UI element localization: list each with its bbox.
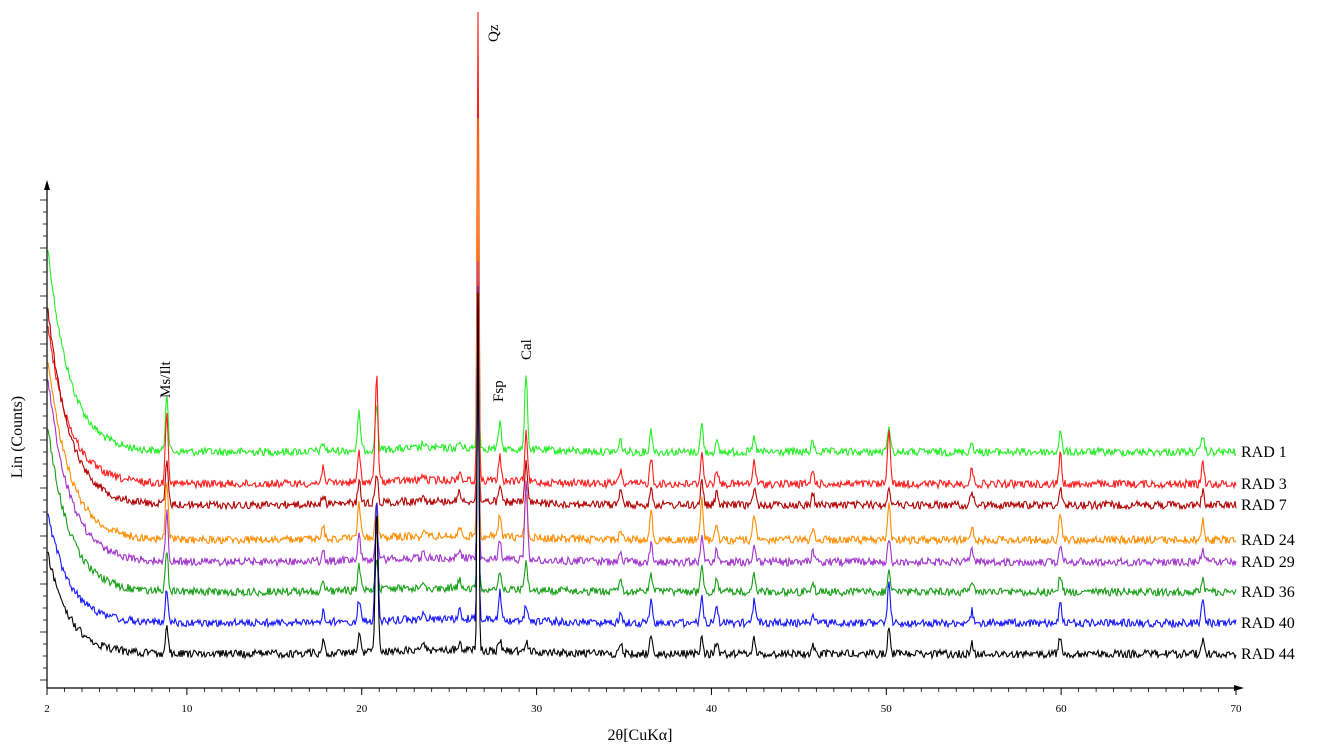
- series-label: RAD 3: [1241, 476, 1287, 493]
- y-axis-ticks: [40, 199, 47, 681]
- x-tick-label: 2: [44, 703, 50, 715]
- series-line-rad-44: [47, 292, 1237, 661]
- series-line-rad-40: [47, 286, 1237, 629]
- x-tick-label: 40: [706, 703, 718, 715]
- x-tick-label: 60: [1056, 703, 1068, 715]
- series-line-rad-29: [47, 261, 1237, 568]
- series-labels: RAD 1 RAD 3 RAD 7 RAD 24 RAD 29 RAD 36 RAD 40 R…: [1241, 444, 1295, 663]
- peak-annotation: Cal: [519, 339, 535, 360]
- peak-annotation: Qz: [486, 24, 502, 42]
- series-label: RAD 44: [1241, 646, 1295, 663]
- series-label: RAD 40: [1241, 615, 1295, 632]
- peak-annotation: Ms/Ilt: [158, 360, 174, 398]
- series-label: RAD 36: [1241, 584, 1295, 601]
- x-tick-label: 20: [356, 703, 368, 715]
- series-label: RAD 7: [1241, 497, 1287, 514]
- y-axis-arrow: [44, 180, 50, 190]
- series-line-rad-24: [47, 117, 1237, 546]
- x-tick-label: 50: [881, 703, 893, 715]
- series-label: RAD 1: [1241, 444, 1287, 461]
- y-axis-title: Lin (Counts): [9, 396, 26, 478]
- x-axis-title: 2θ[CuKα]: [608, 727, 673, 744]
- axes: 2 10 20 30 40 50 60 70: [40, 180, 1244, 715]
- series-traces: [47, 11, 1237, 661]
- series-label: RAD 24: [1241, 532, 1295, 549]
- x-tick-label: 10: [181, 703, 193, 715]
- series-line-rad-7: [47, 220, 1237, 511]
- x-tick-label: 30: [531, 703, 543, 715]
- peak-annotations: Ms/Ilt Qz Fsp Cal: [158, 24, 535, 402]
- peak-annotation: Fsp: [491, 380, 507, 402]
- series-label: RAD 29: [1241, 554, 1295, 571]
- series-line-rad-1: [47, 127, 1237, 458]
- series-line-rad-3: [47, 11, 1237, 491]
- x-axis-ticks: 2 10 20 30 40 50 60 70: [44, 688, 1242, 715]
- series-line-rad-36: [47, 324, 1237, 598]
- x-tick-label: 70: [1231, 703, 1243, 715]
